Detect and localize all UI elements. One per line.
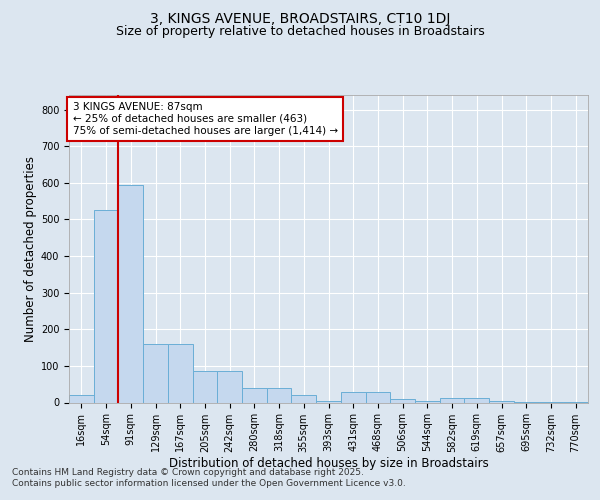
X-axis label: Distribution of detached houses by size in Broadstairs: Distribution of detached houses by size … bbox=[169, 457, 488, 470]
Bar bbox=[193, 372, 217, 402]
Text: 3 KINGS AVENUE: 87sqm
← 25% of detached houses are smaller (463)
75% of semi-det: 3 KINGS AVENUE: 87sqm ← 25% of detached … bbox=[73, 102, 338, 136]
Bar bbox=[390, 399, 415, 402]
Bar bbox=[69, 395, 94, 402]
Bar bbox=[143, 344, 168, 403]
Text: Contains HM Land Registry data © Crown copyright and database right 2025.
Contai: Contains HM Land Registry data © Crown c… bbox=[12, 468, 406, 487]
Bar bbox=[217, 372, 242, 402]
Bar bbox=[415, 400, 440, 402]
Bar bbox=[464, 398, 489, 402]
Bar bbox=[316, 400, 341, 402]
Text: 3, KINGS AVENUE, BROADSTAIRS, CT10 1DJ: 3, KINGS AVENUE, BROADSTAIRS, CT10 1DJ bbox=[150, 12, 450, 26]
Y-axis label: Number of detached properties: Number of detached properties bbox=[23, 156, 37, 342]
Bar bbox=[365, 392, 390, 402]
Bar bbox=[267, 388, 292, 402]
Text: Size of property relative to detached houses in Broadstairs: Size of property relative to detached ho… bbox=[116, 25, 484, 38]
Bar bbox=[341, 392, 365, 402]
Bar bbox=[242, 388, 267, 402]
Bar bbox=[440, 398, 464, 402]
Bar bbox=[168, 344, 193, 403]
Bar bbox=[292, 395, 316, 402]
Bar bbox=[489, 401, 514, 402]
Bar bbox=[118, 184, 143, 402]
Bar bbox=[94, 210, 118, 402]
